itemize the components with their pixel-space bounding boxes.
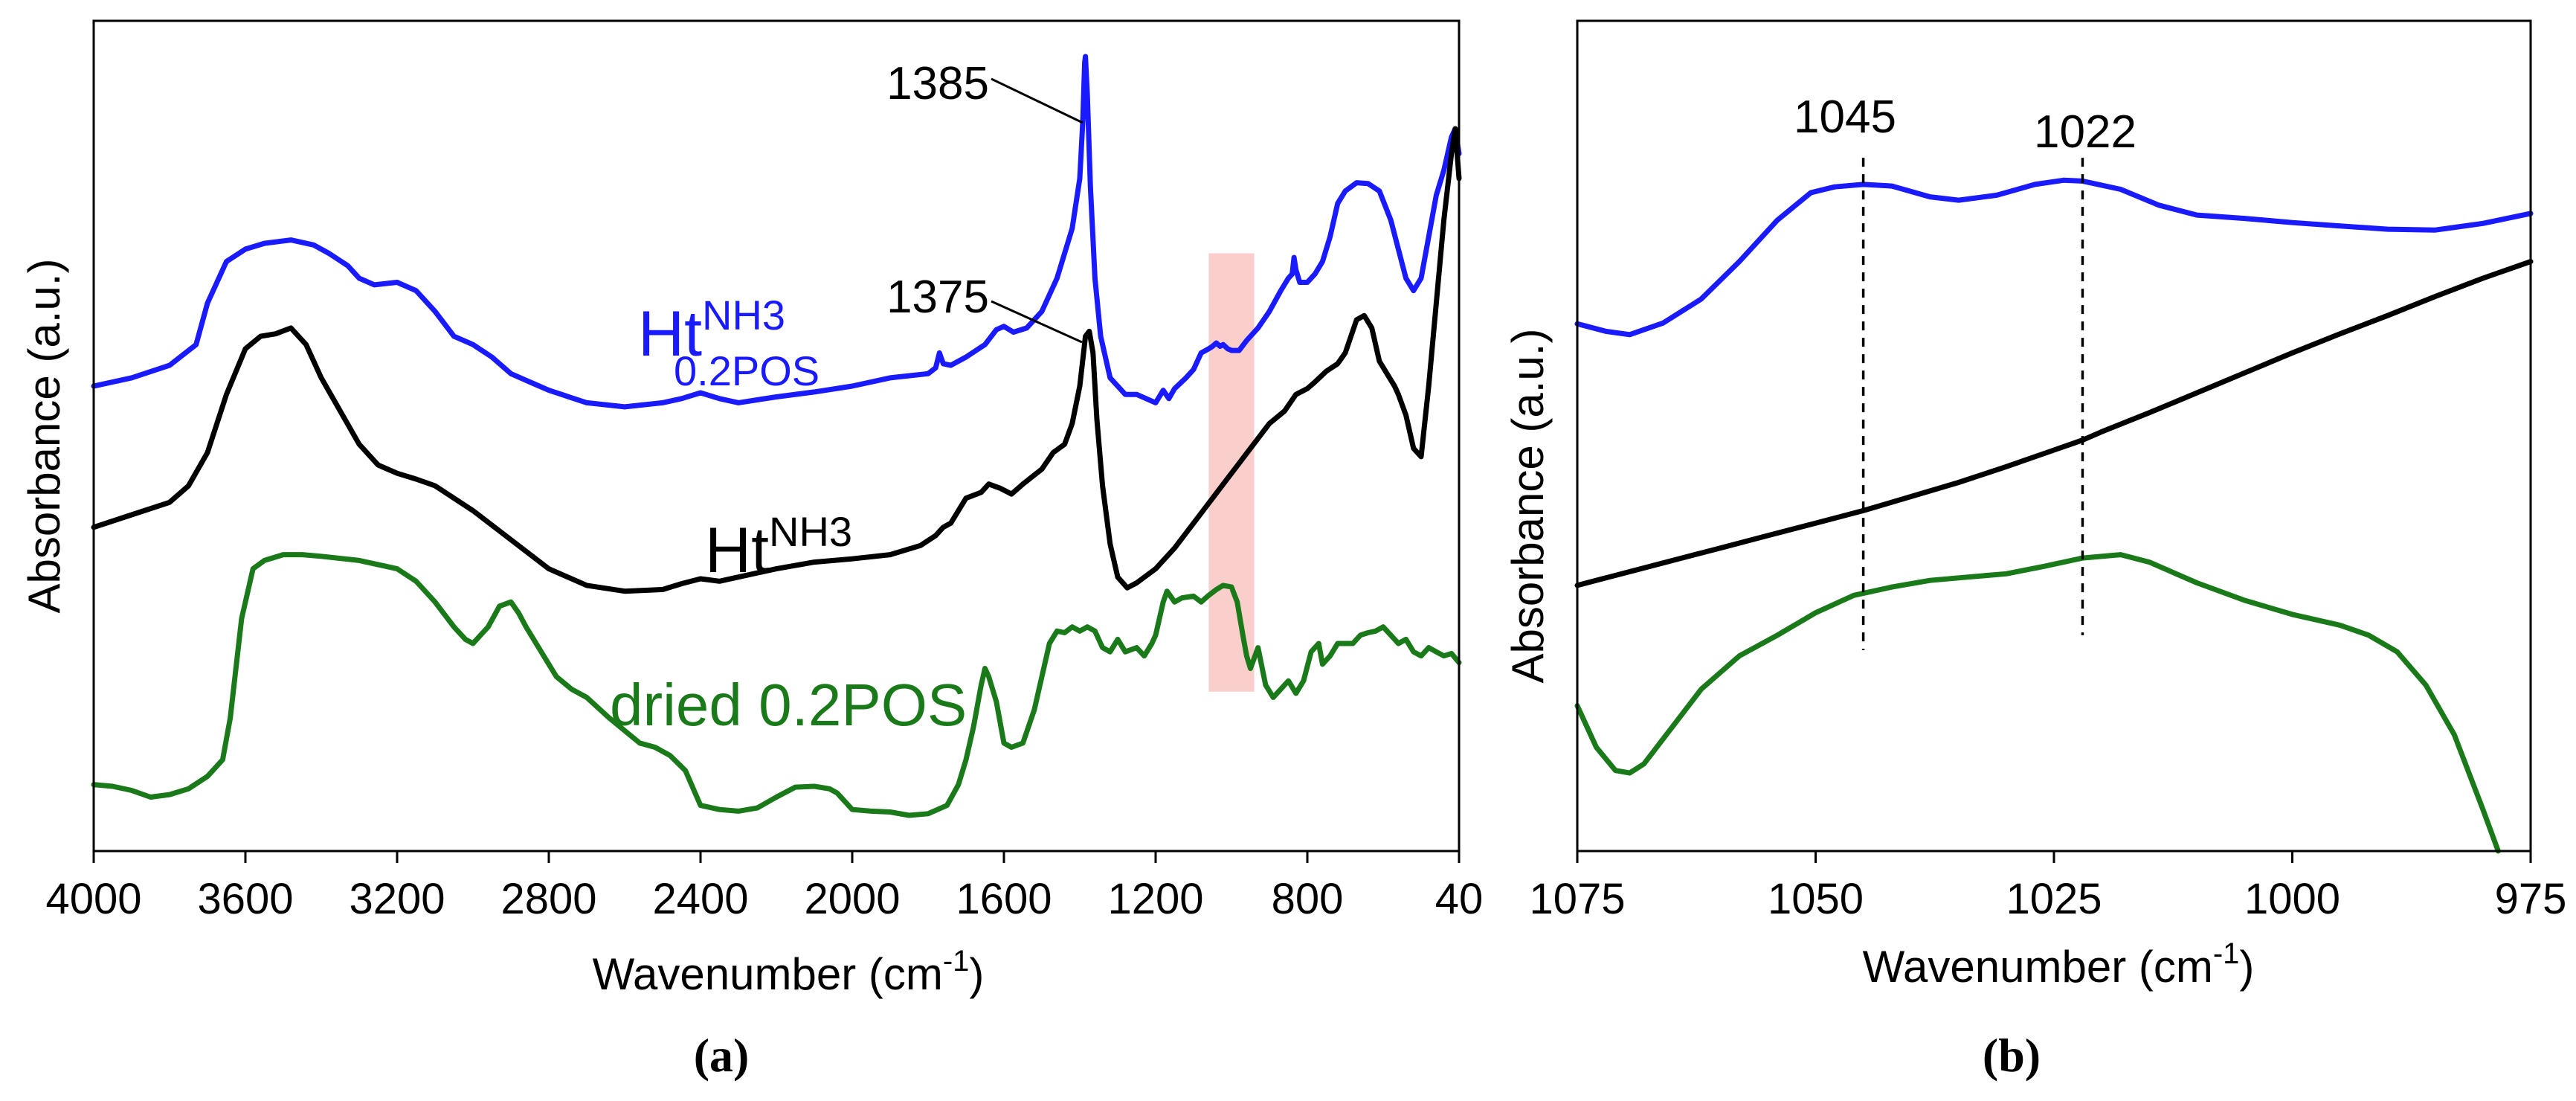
x-tick-label-b-1075: 1075: [1529, 875, 1625, 923]
x-axis-label-a: Wavenumber (cm-1): [593, 945, 985, 999]
series-label-black-sup: NH3: [769, 508, 852, 555]
x-axis-label-b-sup: -1: [2213, 937, 2240, 970]
y-axis-label-b: Absorbance (a.u.): [1503, 329, 1553, 684]
plot-frame-a: [92, 19, 1461, 853]
x-tick-label-a-3200: 3200: [349, 875, 445, 923]
x-tick-label-a-2400: 2400: [652, 875, 748, 923]
annotation-1045: 1045: [1794, 92, 1896, 143]
x-axis-label-b-main: Wavenumber (cm: [1863, 942, 2213, 992]
annotation-1375: 1375: [886, 272, 989, 323]
x-tick-label-b-975: 975: [2495, 875, 2567, 923]
panel-a: 4000 3600 3200 2800 2400 2000 1600 1200 800 40 13…: [19, 19, 1483, 1082]
x-axis-b: 1075 1050 1025 1000 975: [1529, 851, 2566, 923]
series-line-b-2: [1574, 259, 2534, 588]
x-axis-label-b-suffix: ): [2239, 942, 2254, 992]
series-line-a-2: [91, 126, 1462, 594]
annotation-1385: 1385: [886, 58, 989, 109]
series-line-a-1: [91, 54, 1462, 410]
series-line-b-3: [1574, 552, 2501, 854]
series-label-blue: HtNH3 0.2POS: [638, 292, 820, 394]
panel-b: 1075 1050 1025 1000 975 1045 1022 Absorbance…: [1503, 19, 2566, 1082]
x-axis-a: 4000 3600 3200 2800 2400 2000 1600 1200 800 40: [45, 851, 1483, 923]
panel-label-b: (b): [1983, 1029, 2041, 1082]
x-tick-label-a-1600: 1600: [956, 875, 1052, 923]
x-tick-label-a-3600: 3600: [197, 875, 293, 923]
x-tick-label-a-2800: 2800: [500, 875, 596, 923]
x-tick-label-a-800: 800: [1272, 875, 1344, 923]
x-axis-label-b: Wavenumber (cm-1): [1863, 937, 2255, 992]
dashed-markers-b: [1861, 158, 2084, 650]
x-tick-label-b-1050: 1050: [1768, 875, 1864, 923]
series-line-b-1: [1574, 177, 2534, 338]
series-line-a-3: [91, 552, 1462, 818]
x-axis-label-a-suffix: ): [969, 949, 984, 999]
x-axis-label-a-sup: -1: [943, 945, 970, 978]
series-label-black: HtNH3: [705, 508, 852, 586]
annotation-1022: 1022: [2034, 106, 2137, 158]
series-label-blue-main: Ht: [638, 298, 702, 370]
annotation-1375-leader: [991, 300, 1083, 344]
x-axis-label-a-main: Wavenumber (cm: [593, 949, 943, 999]
x-tick-label-a-2000: 2000: [804, 875, 900, 923]
x-tick-label-b-1000: 1000: [2244, 875, 2340, 923]
panel-label-a: (a): [694, 1029, 750, 1082]
x-tick-label-b-1025: 1025: [2006, 875, 2102, 923]
series-group-a: [91, 54, 1462, 818]
x-tick-label-a-4000: 4000: [45, 875, 141, 923]
y-axis-label-a: Absorbance (a.u.): [19, 259, 69, 614]
series-label-black-main: Ht: [705, 515, 769, 586]
x-tick-label-a-400: 40: [1435, 875, 1484, 923]
series-label-blue-sup: NH3: [702, 292, 785, 338]
series-label-blue-sub: 0.2POS: [674, 347, 820, 394]
annotation-1385-leader: [991, 77, 1083, 124]
x-tick-label-a-1200: 1200: [1107, 875, 1203, 923]
series-group-b: [1574, 177, 2534, 854]
series-label-green: dried 0.2POS: [610, 672, 967, 738]
